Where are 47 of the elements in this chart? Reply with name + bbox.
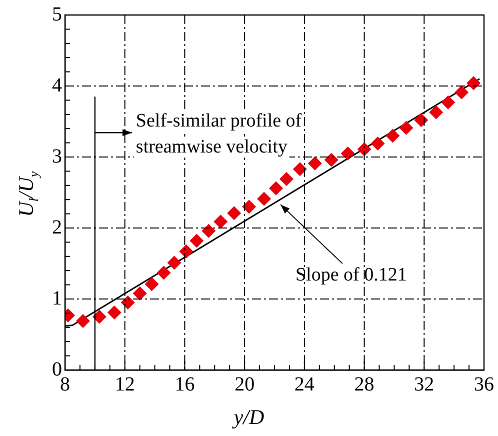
x-tick-label: 36 <box>474 373 494 396</box>
point <box>92 310 106 324</box>
point <box>190 234 204 248</box>
point <box>120 296 135 310</box>
point <box>279 172 294 186</box>
point <box>214 214 228 229</box>
point <box>76 314 90 328</box>
point <box>399 120 414 135</box>
point <box>414 113 428 128</box>
y-tick-label: 2 <box>52 216 62 238</box>
x-axis-title: y/D <box>231 405 266 430</box>
point <box>156 266 171 280</box>
x-tick-label: 16 <box>174 373 195 396</box>
point <box>308 156 322 170</box>
y-tick-label: 1 <box>52 287 62 310</box>
x-tick-label: 24 <box>294 373 314 396</box>
point <box>242 200 256 214</box>
point <box>429 105 444 120</box>
point <box>107 305 122 320</box>
point <box>132 286 147 300</box>
point <box>202 224 216 238</box>
point <box>441 95 456 110</box>
y-tick-label: 0 <box>52 358 62 380</box>
ref-line-label: Self-similar profile of streamwise velocity <box>136 110 302 158</box>
x-tick-label: 8 <box>60 373 70 396</box>
point <box>179 244 194 258</box>
point <box>386 128 400 143</box>
point <box>324 152 338 167</box>
y-tick-label: 3 <box>52 145 62 168</box>
point <box>454 85 469 100</box>
point <box>292 162 307 176</box>
x-tick-label: 32 <box>414 373 434 396</box>
x-tick-label: 12 <box>114 373 135 396</box>
y-tick-label: 5 <box>52 3 62 26</box>
point <box>144 277 159 292</box>
x-tick-label: 20 <box>234 373 255 396</box>
point <box>370 136 385 151</box>
point <box>340 146 355 160</box>
point <box>357 142 372 156</box>
point <box>257 192 272 206</box>
point <box>227 206 242 220</box>
point <box>268 181 283 196</box>
x-tick-label: 28 <box>354 373 374 396</box>
annotation: Slope of 0.121 <box>295 264 407 286</box>
point <box>167 256 182 270</box>
point <box>466 76 481 90</box>
y-tick-label: 4 <box>52 74 62 96</box>
